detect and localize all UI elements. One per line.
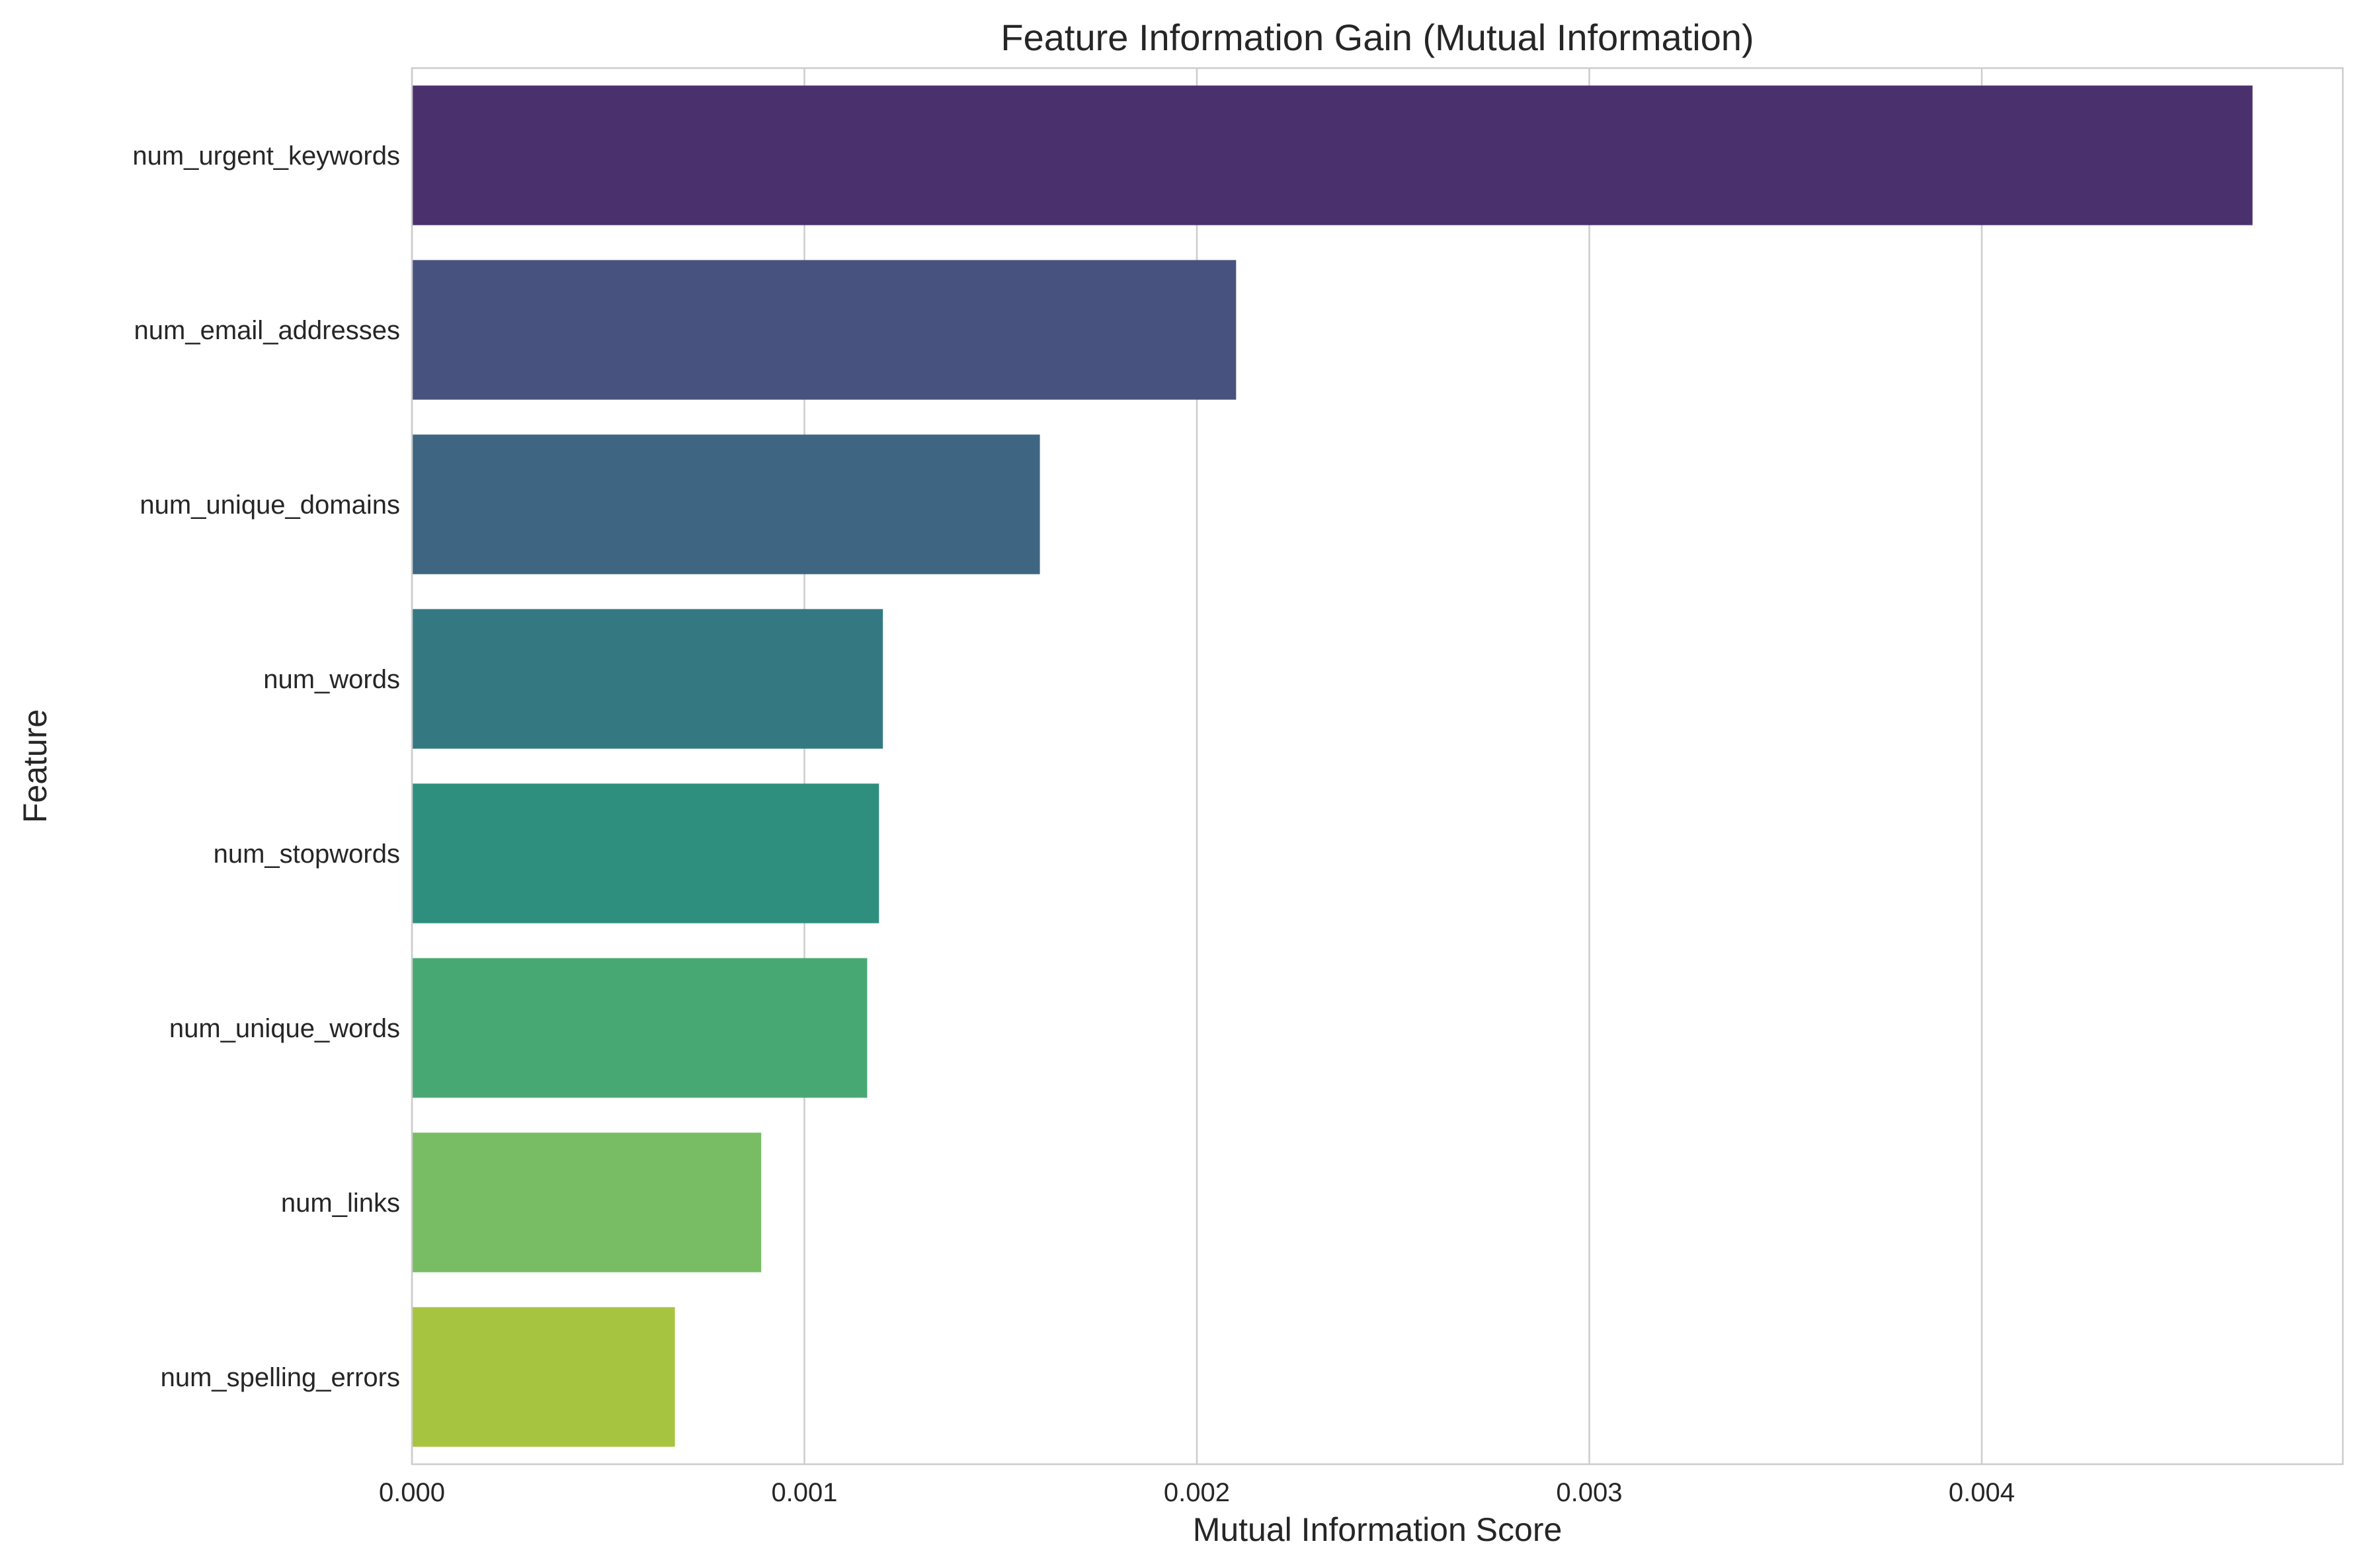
y-tick-label: num_unique_domains <box>140 490 400 520</box>
bar-num-urgent-keywords <box>412 85 2253 225</box>
y-category-labels: num_urgent_keywords num_email_addressesnu… <box>132 141 400 1392</box>
bar-num-email-addresses <box>412 260 1237 400</box>
bar-num-stopwords <box>412 783 879 923</box>
x-axis-label: Mutual Information Score <box>1193 1511 1563 1548</box>
bar-num-spelling-errors <box>412 1307 675 1447</box>
y-tick-label: num_email_addresses <box>134 316 400 345</box>
y-tick-label: num_words <box>263 665 400 694</box>
bar-num-unique-domains <box>412 434 1040 574</box>
bar-num-unique-words <box>412 958 868 1098</box>
y-tick-label: num_stopwords <box>214 840 400 869</box>
bar-num-words <box>412 609 883 749</box>
x-tick-label: 0.001 <box>771 1478 837 1507</box>
y-tick-label: num_links <box>281 1189 400 1218</box>
x-tick-label: 0.003 <box>1556 1478 1622 1507</box>
x-tick-label: 0.000 <box>379 1478 445 1507</box>
x-tick-label: 0.002 <box>1164 1478 1230 1507</box>
x-tick-label: 0.004 <box>1949 1478 2015 1507</box>
x-tick-labels: 0.000 0.001 0.002 0.003 0.004 <box>379 1478 2015 1507</box>
y-tick-label: num_urgent_keywords <box>132 141 400 171</box>
bars <box>412 85 2253 1447</box>
chart-title: Feature Information Gain (Mutual Informa… <box>1000 17 1754 58</box>
y-tick-label: num_spelling_errors <box>161 1363 400 1392</box>
y-axis-label: Feature <box>17 709 54 823</box>
plot-frame <box>411 67 2344 1466</box>
y-tick-label: num_unique_words <box>169 1014 400 1043</box>
bar-num-links <box>412 1132 762 1273</box>
